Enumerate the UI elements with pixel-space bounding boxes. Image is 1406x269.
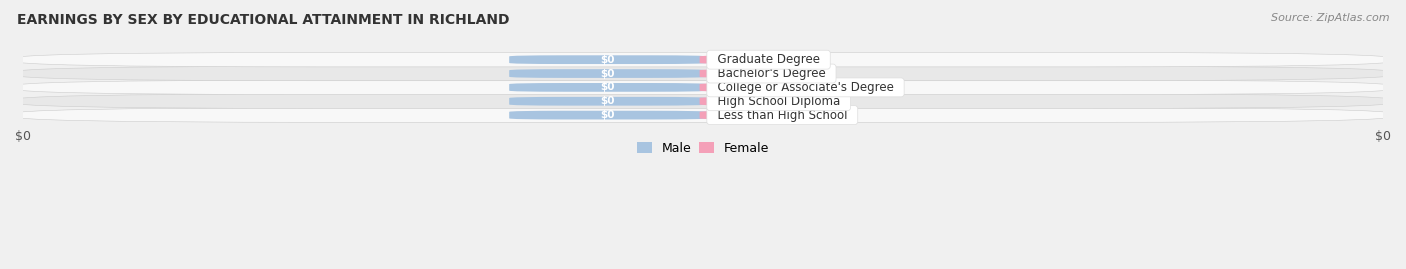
FancyBboxPatch shape: [509, 69, 706, 78]
FancyBboxPatch shape: [700, 55, 815, 64]
Text: $0: $0: [600, 55, 614, 65]
Text: $0: $0: [751, 69, 765, 79]
Text: $0: $0: [751, 55, 765, 65]
Text: $0: $0: [600, 96, 614, 106]
Text: Less than High School: Less than High School: [710, 109, 855, 122]
Text: High School Diploma: High School Diploma: [710, 95, 848, 108]
FancyBboxPatch shape: [700, 83, 815, 92]
Text: Source: ZipAtlas.com: Source: ZipAtlas.com: [1271, 13, 1389, 23]
Text: EARNINGS BY SEX BY EDUCATIONAL ATTAINMENT IN RICHLAND: EARNINGS BY SEX BY EDUCATIONAL ATTAINMEN…: [17, 13, 509, 27]
Text: $0: $0: [600, 69, 614, 79]
FancyBboxPatch shape: [700, 97, 815, 106]
FancyBboxPatch shape: [10, 52, 1396, 67]
Legend: Male, Female: Male, Female: [631, 137, 775, 160]
FancyBboxPatch shape: [509, 111, 706, 119]
Text: $0: $0: [751, 96, 765, 106]
Text: Graduate Degree: Graduate Degree: [710, 53, 827, 66]
FancyBboxPatch shape: [10, 108, 1396, 122]
FancyBboxPatch shape: [10, 94, 1396, 108]
FancyBboxPatch shape: [10, 66, 1396, 81]
FancyBboxPatch shape: [509, 83, 706, 92]
Text: $0: $0: [751, 110, 765, 120]
FancyBboxPatch shape: [509, 97, 706, 106]
Text: $0: $0: [600, 110, 614, 120]
Text: $0: $0: [751, 82, 765, 92]
Text: Bachelor's Degree: Bachelor's Degree: [710, 67, 832, 80]
FancyBboxPatch shape: [700, 69, 815, 78]
Text: College or Associate's Degree: College or Associate's Degree: [710, 81, 901, 94]
FancyBboxPatch shape: [509, 55, 706, 64]
FancyBboxPatch shape: [10, 80, 1396, 95]
FancyBboxPatch shape: [700, 111, 815, 119]
Text: $0: $0: [600, 82, 614, 92]
